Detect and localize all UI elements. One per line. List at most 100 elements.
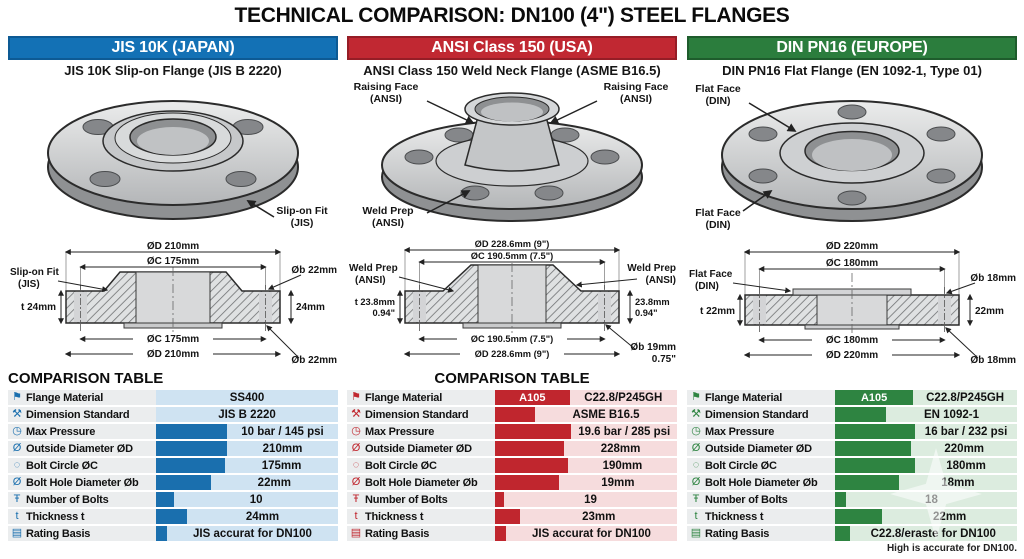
row-label: Dimension Standard: [365, 408, 469, 421]
row-value: 19.6 bar / 285 psi: [578, 425, 671, 438]
row-label: Outside Diameter ØD: [365, 442, 472, 455]
svg-text:0.94": 0.94": [635, 308, 658, 318]
row-label: Bolt Circle ØC: [705, 459, 777, 472]
row-label: Max Pressure: [365, 425, 435, 438]
cross-section-area: ØD 228.6mm (9") ØC 190.5mm (7.5") ØC 190…: [347, 239, 677, 367]
bolt-hole: [590, 149, 620, 165]
dim-od-bottom: ØD 220mm: [826, 350, 878, 361]
comparison-table-title: COMPARISON TABLE: [8, 370, 164, 387]
thickness-icon: t: [15, 510, 19, 522]
value-bar: [156, 424, 227, 439]
row-value: 18mm: [941, 476, 975, 489]
table-row: t Thickness t 23mm: [347, 509, 677, 524]
table-row: ⚑ Flange Material A105 C22.8/P245GH: [687, 390, 1017, 405]
dim-od-top: ØD 210mm: [147, 241, 199, 252]
bolt-hole: [534, 185, 564, 201]
row-value-cell: JIS B 2220: [156, 407, 338, 422]
diameter-icon: Ø: [12, 442, 22, 454]
value-bar: A105: [495, 390, 570, 405]
diameter-icon: Ø: [691, 442, 701, 454]
row-value: 210mm: [262, 442, 303, 455]
value-bar: A105: [835, 390, 914, 405]
row-label: Bolt Circle ØC: [365, 459, 437, 472]
comparison-table: ⚑ Flange Material SS400 ⚒ Dimension Standar…: [8, 390, 338, 541]
table-row: ⚒ Dimension Standard ASME B16.5: [347, 407, 677, 422]
dim-bolt-hole-bottom: Øb 18mm: [970, 355, 1016, 366]
table-row: ▤ Rating Basis C22.8/eraste for DN100: [687, 526, 1017, 541]
row-label: Outside Diameter ØD: [26, 442, 133, 455]
flange-type-subtitle: JIS 10K Slip-on Flange (JIS B 2220): [64, 63, 282, 78]
value-bar: [156, 458, 226, 473]
flange-cross-section: ØD 220mm ØC 180mm ØC 180mm ØD 220mm t 22…: [689, 241, 1016, 366]
row-value-cell: 23mm: [495, 509, 677, 524]
banner-din: DIN PN16 (EUROPE): [687, 36, 1017, 60]
bolt-icon: Ŧ: [352, 493, 360, 505]
thickness-icon: t: [694, 510, 698, 522]
dim-bc-top: ØC 175mm: [147, 256, 199, 267]
table-row: ⚑ Flange Material SS400: [8, 390, 338, 405]
tools-icon: ⚒: [12, 408, 22, 420]
flange-3d-illustration: [721, 100, 983, 222]
row-value: ASME B16.5: [572, 408, 640, 421]
flange-3d-illustration: [381, 92, 643, 222]
row-value-cell: 19mm: [495, 475, 677, 490]
value-bar: [835, 492, 846, 507]
row-value-cell: 220mm: [835, 441, 1017, 456]
row-value-cell: 16 bar / 232 psi: [835, 424, 1017, 439]
document-icon: ▤: [11, 527, 23, 539]
svg-text:0.75": 0.75": [652, 354, 676, 365]
row-value-cell: 22mm: [835, 509, 1017, 524]
table-row: Ø Bolt Hole Diameter Øb 22mm: [8, 475, 338, 490]
callout-flat-face-top: Flat Face (DIN): [695, 83, 741, 108]
value-bar: [495, 492, 505, 507]
row-label: Bolt Circle ØC: [26, 459, 98, 472]
row-label: Rating Basis: [705, 527, 770, 540]
hole-diameter-icon: Ø: [12, 476, 22, 488]
row-label: Thickness t: [365, 510, 424, 523]
row-label: Rating Basis: [26, 527, 91, 540]
row-value-cell: EN 1092-1: [835, 407, 1017, 422]
table-row: Ŧ Number of Bolts 18: [687, 492, 1017, 507]
bolt-hole: [926, 168, 956, 184]
row-value: 190mm: [602, 459, 643, 472]
table-row: Ŧ Number of Bolts 19: [347, 492, 677, 507]
row-value: 23mm: [582, 510, 616, 523]
cross-section-area: ØD 210mm ØC 175mm ØC 175mm ØD 210mm t 24…: [8, 239, 338, 367]
value-bar: [156, 475, 211, 490]
row-value-cell: 175mm: [156, 458, 338, 473]
svg-text:(ANSI): (ANSI): [645, 275, 676, 286]
row-value: 16 bar / 232 psi: [924, 425, 1008, 438]
row-value: 228mm: [600, 442, 641, 455]
row-value: C22.8/P245GH: [926, 391, 1005, 404]
row-value: SS400: [229, 391, 265, 404]
value-bar: [835, 509, 883, 524]
row-label: Max Pressure: [26, 425, 96, 438]
row-value-cell: A105 C22.8/P245GH: [835, 390, 1017, 405]
table-row: Ø Outside Diameter ØD 220mm: [687, 441, 1017, 456]
bolt-circle-icon: ◌: [692, 459, 700, 471]
row-value: 10 bar / 145 psi: [241, 425, 324, 438]
row-label: Flange Material: [705, 391, 783, 404]
bolt-hole: [926, 126, 956, 142]
table-row: Ø Bolt Hole Diameter Øb 19mm: [347, 475, 677, 490]
callout-weld-prep-right: Weld Prep: [627, 263, 676, 274]
row-value: EN 1092-1: [923, 408, 979, 421]
tools-icon: ⚒: [691, 408, 701, 420]
tools-icon: ⚒: [351, 408, 361, 420]
comparison-table-title: COMPARISON TABLE: [434, 370, 590, 387]
row-label: Thickness t: [26, 510, 85, 523]
value-bar: [835, 441, 912, 456]
row-value-cell: JIS accurat for DN100: [495, 526, 677, 541]
banner-ansi: ANSI Class 150 (USA): [347, 36, 677, 60]
row-label: Dimension Standard: [26, 408, 130, 421]
callout-slip-on-fit: Slip-on Fit (JIS): [276, 205, 328, 230]
bolt-hole: [225, 171, 257, 187]
dim-thickness-right: 23.8mm: [635, 297, 670, 307]
row-value-cell: 24mm: [156, 509, 338, 524]
row-value-cell: 18mm: [835, 475, 1017, 490]
table-row: Ŧ Number of Bolts 10: [8, 492, 338, 507]
dim-od-top: ØD 220mm: [826, 241, 878, 252]
row-value-cell: C22.8/eraste for DN100: [835, 526, 1017, 541]
row-value: 220mm: [944, 442, 985, 455]
flange-3d-area: Flat Face (DIN) Flat Face (DIN): [687, 79, 1017, 239]
